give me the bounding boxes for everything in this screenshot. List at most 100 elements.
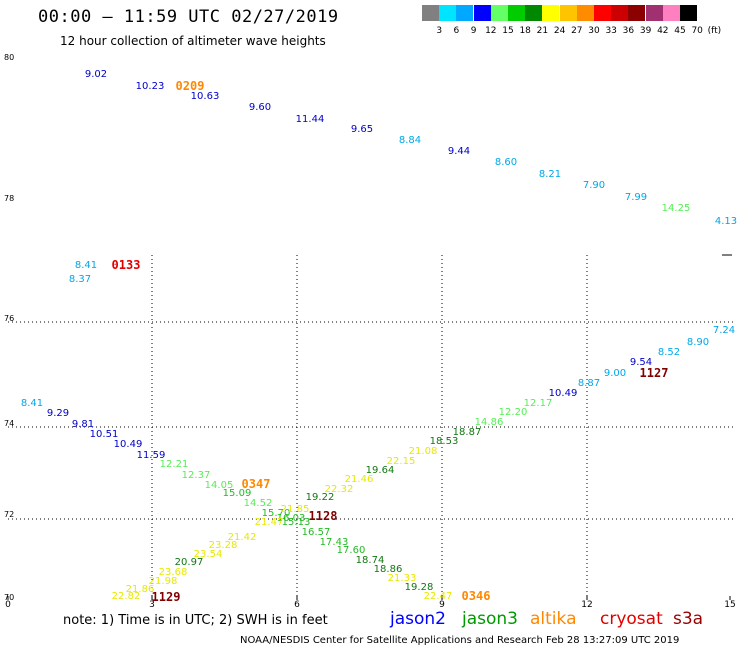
legend-label: 36 (622, 26, 635, 36)
legend-swatch (576, 5, 594, 21)
legend-swatch (542, 5, 560, 21)
wave-height-label: 23.28 (208, 540, 238, 551)
wave-height-label: 8.84 (398, 135, 422, 146)
wave-height-label: 22.47 (423, 591, 453, 602)
satellite-legend-jason2: jason2 (390, 609, 446, 629)
wave-height-label: 18.86 (373, 564, 403, 575)
legend-swatch (594, 5, 611, 21)
wave-height-label: 8.90 (686, 337, 710, 348)
x-tick-label: 0 (5, 600, 11, 610)
legend-label: 70 (691, 26, 703, 36)
wave-height-label: 16.57 (301, 527, 331, 538)
wave-height-label: 15.70 (261, 508, 291, 519)
y-tick-label: 78 (4, 194, 15, 203)
legend-label: (ft) (707, 26, 722, 36)
legend-swatch (525, 5, 543, 21)
pass-time-label: 1128 (308, 509, 338, 523)
wave-height-label: 7.99 (624, 192, 648, 203)
legend-swatch (508, 5, 525, 21)
wave-height-label: 21.85 (280, 504, 310, 515)
x-tick-label: 9 (439, 600, 445, 610)
wave-height-label: 9.00 (603, 368, 627, 379)
wave-height-label: 9.81 (71, 419, 95, 430)
wave-height-label: 14.25 (661, 203, 691, 214)
wave-height-label: 22.82 (111, 591, 141, 602)
legend-swatch (611, 5, 629, 21)
y-tick-label: 72 (4, 510, 15, 519)
wave-height-label: 21.33 (387, 573, 417, 584)
wave-height-label: 4.13 (714, 216, 738, 227)
pass-time-label: 0209 (175, 79, 205, 93)
legend-swatch (422, 5, 439, 21)
pass-time-label: 1129 (151, 590, 181, 604)
wave-height-label: 21.08 (408, 446, 438, 457)
legend-label: 45 (674, 26, 686, 36)
legend-label: 30 (588, 26, 600, 36)
wave-height-label: 8.21 (538, 169, 562, 180)
wave-height-label: 8.41 (20, 398, 44, 409)
legend-label: 33 (605, 26, 617, 36)
wave-height-label: 9.65 (350, 124, 374, 135)
y-tick-label: 76 (4, 314, 15, 323)
wave-height-label: 8.52 (657, 347, 681, 358)
x-tick-label: 15 (724, 600, 736, 610)
map-title: 00:00 – 11:59 UTC 02/27/2019 (38, 7, 339, 27)
wave-height-label: 9.60 (248, 102, 272, 113)
legend-label: 6 (453, 26, 460, 36)
x-tick-label: 12 (581, 600, 593, 610)
wave-height-label: 9.44 (447, 146, 471, 157)
legend-swatch (559, 5, 577, 21)
pass-time-label: 0346 (461, 589, 491, 603)
y-tick-label: 74 (4, 419, 15, 428)
wave-height-label: 12.17 (523, 398, 553, 409)
wave-height-label: 11.44 (295, 114, 325, 125)
legend-label: 3 (436, 26, 443, 36)
wave-height-label: 21.98 (148, 576, 178, 587)
legend-swatch (628, 5, 646, 21)
legend-swatch (680, 5, 697, 21)
pass-time-label: 0133 (111, 258, 141, 272)
wave-height-label: 9.54 (629, 357, 653, 368)
tick-marks (7, 254, 732, 600)
legend-label: 15 (502, 26, 514, 36)
wave-height-label: 18.53 (429, 436, 459, 447)
units-note: note: 1) Time is in UTC; 2) SWH is in fe… (63, 613, 328, 628)
wave-height-label: 8.60 (494, 157, 518, 168)
wave-height-label: 14.52 (243, 498, 273, 509)
x-tick-label: 3 (149, 600, 155, 610)
wave-height-label: 9.29 (46, 408, 70, 419)
wave-height-label: 23.68 (158, 567, 188, 578)
legend-label: 24 (553, 26, 566, 36)
wave-height-label: 19.64 (365, 465, 395, 476)
wave-height-label: 21.46 (344, 474, 374, 485)
wave-height-label: 10.49 (113, 439, 143, 450)
grid-lines (8, 255, 735, 600)
legend-label: 27 (571, 26, 583, 36)
wave-height-label: 9.02 (84, 69, 108, 80)
wave-height-label: 21.42 (227, 532, 257, 543)
wave-height-label: 7.90 (582, 180, 606, 191)
wave-height-label: 21.86 (125, 584, 155, 595)
wave-height-label: 19.22 (305, 492, 335, 503)
y-tick-label: 80 (4, 53, 15, 62)
wave-height-label: 8.87 (577, 378, 601, 389)
wave-height-label: 15.13 (281, 517, 311, 528)
legend-label: 21 (536, 26, 549, 36)
wave-height-label: 23.54 (193, 549, 223, 560)
pass-time-label: 1127 (639, 366, 669, 380)
wave-height-label: 14.05 (204, 480, 234, 491)
legend-swatch (456, 5, 474, 21)
map-subtitle: 12 hour collection of altimeter wave hei… (60, 34, 326, 48)
wave-height-label: 18.87 (452, 427, 482, 438)
legend-label: 12 (485, 26, 497, 36)
x-tick-label: 6 (294, 600, 300, 610)
wave-height-label: 15.09 (222, 488, 252, 499)
wave-height-label: 17.60 (336, 545, 366, 556)
wave-height-label: 22.15 (386, 456, 416, 467)
wave-height-label: 10.63 (190, 91, 220, 102)
legend-label: 42 (657, 26, 669, 36)
wave-height-label: 8.37 (68, 274, 92, 285)
wave-height-label: 12.21 (159, 459, 189, 470)
y-tick-label: 70 (4, 593, 15, 602)
